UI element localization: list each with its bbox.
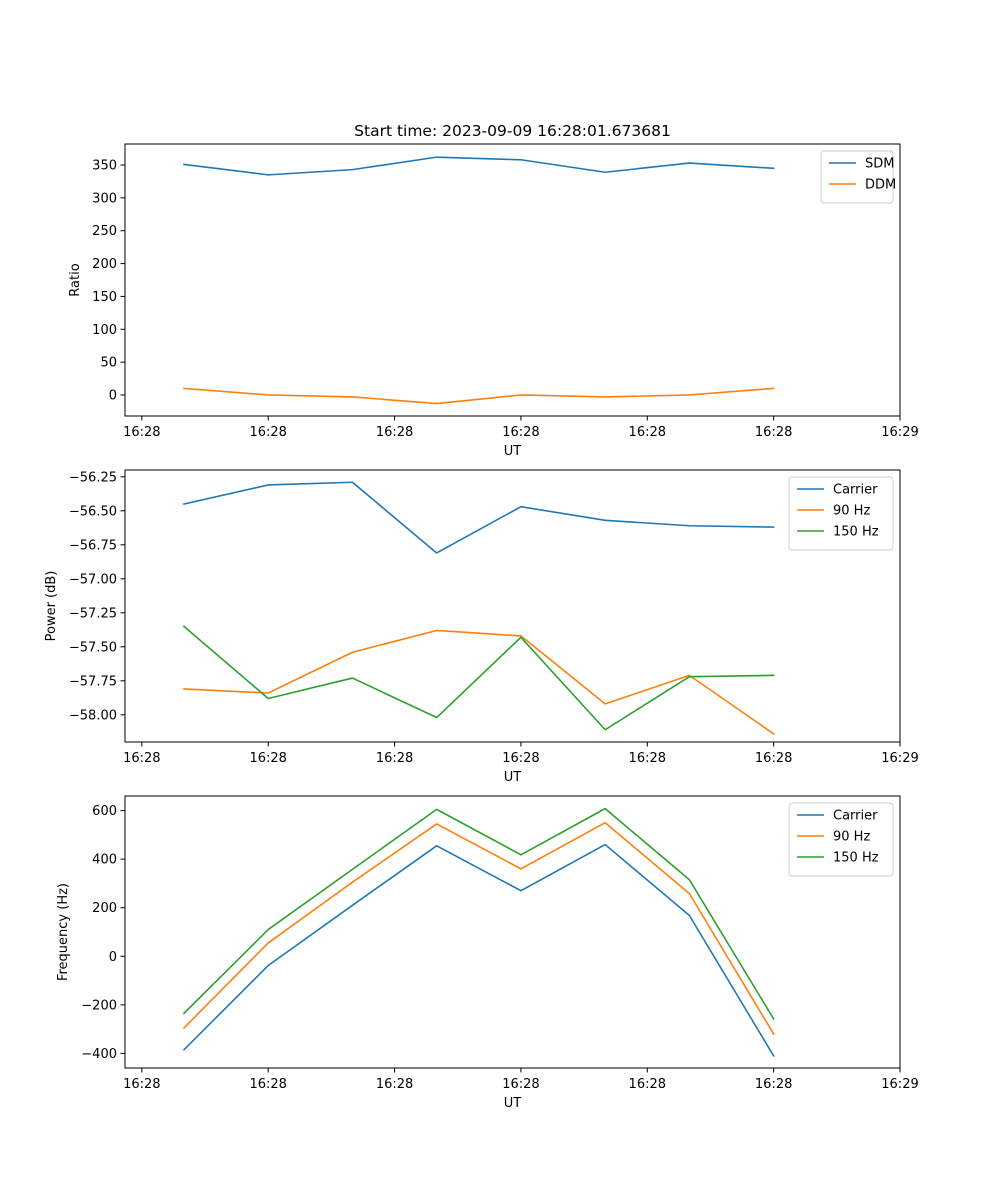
chart-2-y-tick-label: −58.00 xyxy=(69,708,117,723)
chart-3-y-axis-label: Frequency (Hz) xyxy=(56,883,71,981)
chart-2-y-tick-label: −56.50 xyxy=(69,504,117,519)
chart-2-y-tick-label: −57.75 xyxy=(69,674,117,689)
chart-3-series-90-hz-line xyxy=(182,821,775,1036)
chart-3-y-tick-label: 600 xyxy=(92,804,117,819)
chart-1-series-sdm-line xyxy=(183,156,775,176)
chart-3-x-tick-label: 16:28 xyxy=(502,1077,539,1092)
chart-2-y-tick-label: −56.25 xyxy=(69,470,117,485)
chart-3-y-tick-label: −400 xyxy=(81,1047,117,1062)
chart-2-x-tick-label: 16:29 xyxy=(881,751,918,766)
chart-1-y-tick-label: 300 xyxy=(92,191,117,206)
chart-2-series-150-hz-line xyxy=(182,625,775,731)
chart-1-x-tick-label: 16:28 xyxy=(755,425,792,440)
chart-2-x-axis-label: UT xyxy=(504,770,522,785)
chart-3-x-tick-label: 16:28 xyxy=(249,1077,286,1092)
chart-1-x-axis-label: UT xyxy=(504,444,522,459)
chart-2-legend-label: 90 Hz xyxy=(833,504,870,519)
chart-1-legend-label: SDM xyxy=(865,157,894,172)
chart-3-y-tick-label: 400 xyxy=(92,853,117,868)
chart-1-legend-label: DDM xyxy=(865,178,896,193)
chart-2-x-tick-label: 16:28 xyxy=(629,751,666,766)
chart-1-x-tick-label: 16:29 xyxy=(881,425,918,440)
chart-3-x-tick-label: 16:28 xyxy=(376,1077,413,1092)
chart-1-x-tick-label: 16:28 xyxy=(376,425,413,440)
chart-1-y-tick-label: 200 xyxy=(92,257,117,272)
chart-2-x-tick-label: 16:28 xyxy=(249,751,286,766)
chart-3-y-tick-label: 200 xyxy=(92,901,117,916)
chart-1-y-tick-label: 0 xyxy=(109,388,117,403)
chart-1-x-tick-label: 16:28 xyxy=(249,425,286,440)
chart-1-y-tick-label: 150 xyxy=(92,290,117,305)
chart-2-y-tick-label: −56.75 xyxy=(69,538,117,553)
chart-3-series-carrier-line xyxy=(182,843,775,1057)
chart-1-y-tick-label: 50 xyxy=(100,356,117,371)
chart-3-legend: Carrier 90 Hz 150 Hz xyxy=(788,802,894,877)
chart-1-x-tick-label: 16:28 xyxy=(502,425,539,440)
chart-3-y-tick-label: 0 xyxy=(109,950,117,965)
chart-1-y-tick-label: 250 xyxy=(92,224,117,239)
chart-3-legend-label: 150 Hz xyxy=(833,851,879,866)
chart-3-x-tick-label: 16:28 xyxy=(629,1077,666,1092)
chart-2-legend-label: 150 Hz xyxy=(833,525,879,540)
chart-2-x-tick-label: 16:28 xyxy=(502,751,539,766)
chart-3-x-tick-label: 16:29 xyxy=(881,1077,918,1092)
plots-container: 16:28 16:28 16:28 16:28 16:28 16:28 16:29 0 50 10… xyxy=(44,143,919,1111)
chart-2-series-90-hz-line xyxy=(183,629,775,735)
chart-2-series-carrier-line xyxy=(183,481,775,554)
chart-2-x-tick-label: 16:28 xyxy=(755,751,792,766)
chart-1-y-tick-label: 100 xyxy=(92,323,117,338)
chart-1-x-tick-label: 16:28 xyxy=(629,425,666,440)
chart-3-series-150-hz-line xyxy=(182,807,775,1021)
chart-1-axes-frame xyxy=(124,143,901,417)
figure-title: Start time: 2023-09-09 16:28:01.673681 xyxy=(354,122,671,140)
chart-3: 16:28 16:28 16:28 16:28 16:28 16:28 16:29 −400 −… xyxy=(56,795,919,1111)
chart-3-x-axis-label: UT xyxy=(504,1096,522,1111)
chart-3-legend-label: Carrier xyxy=(833,809,878,824)
chart-2-y-tick-label: −57.25 xyxy=(69,606,117,621)
chart-2-y-axis-label: Power (dB) xyxy=(44,571,59,642)
chart-1-series-ddm-line xyxy=(183,387,775,405)
chart-1-legend: SDM DDM xyxy=(820,150,896,204)
chart-1: 16:28 16:28 16:28 16:28 16:28 16:28 16:29 0 50 10… xyxy=(68,143,919,459)
chart-2-legend: Carrier 90 Hz 150 Hz xyxy=(788,476,894,551)
chart-1-legend-box xyxy=(820,150,894,204)
chart-2: 16:28 16:28 16:28 16:28 16:28 16:28 16:29 −58.0… xyxy=(44,469,919,785)
chart-3-x-tick-label: 16:28 xyxy=(755,1077,792,1092)
chart-3-legend-label: 90 Hz xyxy=(833,830,870,845)
chart-2-y-tick-label: −57.50 xyxy=(69,640,117,655)
chart-3-y-tick-label: −200 xyxy=(81,998,117,1013)
chart-2-x-tick-label: 16:28 xyxy=(123,751,160,766)
chart-1-y-tick-label: 350 xyxy=(92,159,117,174)
chart-3-x-tick-label: 16:28 xyxy=(123,1077,160,1092)
chart-3-axes-frame xyxy=(124,795,901,1069)
chart-2-y-tick-label: −57.00 xyxy=(69,572,117,587)
chart-2-x-tick-label: 16:28 xyxy=(376,751,413,766)
chart-2-axes-frame xyxy=(124,469,901,743)
chart-1-y-axis-label: Ratio xyxy=(68,263,83,296)
chart-1-x-tick-label: 16:28 xyxy=(123,425,160,440)
chart-2-legend-label: Carrier xyxy=(833,483,878,498)
